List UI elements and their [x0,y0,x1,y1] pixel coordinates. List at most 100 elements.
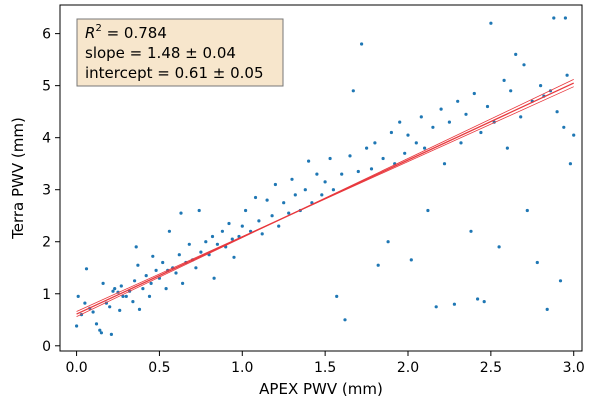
data-point [409,258,413,262]
data-point [111,289,115,293]
x-tick-label: 1.5 [314,360,336,376]
data-point [431,125,435,129]
data-point [555,110,559,114]
data-point [124,294,128,298]
data-point [91,310,95,314]
data-point [482,300,486,304]
data-point [519,115,523,119]
data-point [356,169,360,174]
data-point [343,318,347,322]
data-point [232,255,236,259]
data-point [167,229,171,233]
data-point [75,324,79,328]
data-point [212,276,216,280]
data-point [260,232,264,236]
data-point [514,52,518,57]
data-point [479,130,483,135]
y-tick-label: 5 [42,79,51,95]
data-point [340,172,344,176]
x-tick-label: 2.0 [397,360,419,376]
data-point [348,154,352,158]
data-point [84,267,89,271]
data-point [177,253,181,257]
data-point [469,229,473,233]
data-point [134,245,138,249]
data-point [509,89,513,93]
data-point [210,234,215,239]
data-point [83,301,87,305]
y-tick-label: 2 [42,235,51,251]
data-point [199,250,203,254]
data-point [108,305,112,309]
x-axis-label: APEX PWV (mm) [259,380,383,398]
fit-stats-box: R2 = 0.784 slope = 1.48 ± 0.04 intercept… [76,18,284,87]
y-tick-label: 3 [42,183,51,199]
data-point [381,156,385,161]
data-point [485,104,490,109]
data-point [94,322,99,326]
x-tick-label: 0.5 [148,360,170,376]
data-point [464,112,468,116]
data-point [187,242,191,246]
data-point [442,162,447,166]
data-point [277,224,281,228]
data-point [197,208,201,213]
data-point [328,156,332,161]
data-point [282,201,286,205]
data-point [369,167,374,171]
data-point [565,73,569,77]
data-point [502,78,506,82]
data-point [144,274,148,278]
data-point [335,294,339,298]
data-point [398,120,402,124]
data-point [426,208,430,213]
data-point [119,284,123,288]
r-squared-value: = 0.784 [102,24,167,42]
data-point [151,254,155,258]
x-tick-label: 0.0 [65,360,87,376]
data-point [459,141,463,145]
data-point [320,193,324,197]
data-point [539,84,543,88]
plot-area-frame [59,4,583,352]
data-point [164,287,168,291]
data-point [227,221,231,226]
data-point [434,305,438,309]
x-axis-ticks: 0.0 0.5 1.0 1.5 2.0 2.5 3.0 [65,351,585,376]
data-point [414,141,418,145]
data-point [447,120,451,124]
data-point [230,237,234,241]
data-points [75,16,576,336]
data-point [174,271,178,275]
data-point [423,146,427,150]
data-point [215,242,219,246]
data-point [452,302,456,306]
data-point [98,328,102,332]
data-point [270,214,274,218]
y-tick-label: 4 [42,131,51,147]
data-point [179,211,183,215]
data-point [149,281,153,285]
r-squared-text: R2 = 0.784 [85,23,167,42]
y-tick-label: 1 [42,287,51,303]
fit-line [76,82,574,315]
data-point [403,151,407,155]
data-point [303,188,307,192]
data-point [101,281,105,285]
data-point [99,331,103,335]
data-point [147,294,152,298]
data-point [535,260,539,265]
data-point [497,245,501,249]
data-point [287,211,291,215]
data-point [376,263,380,267]
x-tick-label: 3.0 [563,360,585,376]
data-point [109,332,113,336]
data-point [360,42,364,46]
data-point [310,201,314,205]
data-point [472,91,476,96]
r-squared-symbol: R [85,24,95,42]
data-point [315,172,319,176]
data-point [439,107,443,111]
data-point [220,229,224,233]
